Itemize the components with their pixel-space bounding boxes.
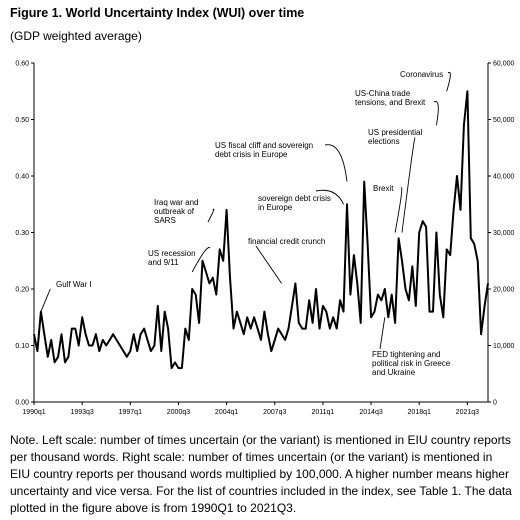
annotation-arrow <box>379 317 386 350</box>
x-tick-label: 2021q3 <box>456 409 479 416</box>
y-tick-label-left: 0.10 <box>15 343 29 350</box>
x-tick-label: 2018q1 <box>408 409 431 416</box>
figure-note: Note. Left scale: number of times uncert… <box>10 433 512 516</box>
annotation-arrow <box>324 144 348 182</box>
annotation-label: Brexit <box>373 184 394 193</box>
x-tick-label: 1997q1 <box>119 409 142 416</box>
annotation-arrow <box>433 101 439 126</box>
annotation-arrow <box>315 189 344 205</box>
annotation-arrow <box>207 208 215 223</box>
y-tick-label-right: 40,000 <box>493 174 515 181</box>
chart-annotations: Gulf War I US recession and 9/11 Iraq war a… <box>40 70 451 377</box>
x-tick-label: 1990q1 <box>22 409 45 416</box>
annotation-label: Gulf War I <box>56 280 92 289</box>
y-tick-label-left: 0.40 <box>15 174 29 181</box>
y-tick-label-right: 60,000 <box>493 61 515 68</box>
y-tick-label-left: 0.20 <box>15 287 29 294</box>
y-tick-label-right: 0 <box>493 400 497 407</box>
chart-series <box>33 90 489 370</box>
annotation-arrow <box>255 245 282 284</box>
annotation-arrow <box>401 137 416 233</box>
annotation-label: FED tightening and political risk in Gree… <box>372 350 451 377</box>
x-tick-label: 2000q3 <box>167 409 190 416</box>
y-tick-label-right: 30,000 <box>493 230 515 237</box>
wui-line-chart: 0.00 0 0.10 10,000 0.20 20,000 0.30 30,000 0.40 4… <box>15 61 514 417</box>
y-tick-label-left: 0.50 <box>15 117 29 124</box>
x-tick-label: 2014q3 <box>359 409 382 416</box>
annotation-label: Coronavirus <box>400 70 443 79</box>
y-tick-label-left: 0.30 <box>15 230 29 237</box>
y-tick-label-right: 10,000 <box>493 343 515 350</box>
y-tick-label-right: 20,000 <box>493 287 515 294</box>
wui-series-line <box>33 90 489 370</box>
y-tick-label-right: 50,000 <box>493 117 515 124</box>
y-tick-label-left: 0.60 <box>15 61 29 68</box>
annotation-label: US-China trade tensions, and Brexit <box>355 89 426 107</box>
annotation-label: US fiscal cliff and sovereign debt crisis… <box>215 141 313 159</box>
x-tick-label: 1993q3 <box>70 409 93 416</box>
annotation-label: US presidential elections <box>368 128 422 146</box>
annotation-arrow <box>40 289 51 312</box>
annotation-arrow <box>394 187 403 233</box>
annotation-label: US recession and 9/11 <box>148 249 196 267</box>
figure-title: Figure 1. World Uncertainty Index (WUI) … <box>10 6 305 20</box>
annotation-arrow <box>446 71 451 92</box>
x-tick-label: 2007q3 <box>263 409 286 416</box>
annotation-arrow <box>191 247 211 273</box>
annotation-label: sovereign debt crisis in Europe <box>258 194 331 212</box>
figure-subtitle: (GDP weighted average) <box>10 29 142 43</box>
annotation-label: Iraq war and outbreak of SARS <box>154 198 198 225</box>
chart-axes: 0.00 0 0.10 10,000 0.20 20,000 0.30 30,000 0.40 4… <box>15 61 514 417</box>
annotation-label: financial credit crunch <box>248 237 325 246</box>
x-tick-label: 2011q1 <box>311 409 334 416</box>
x-tick-label: 2004q1 <box>215 409 238 416</box>
y-tick-label-left: 0.00 <box>15 400 29 407</box>
